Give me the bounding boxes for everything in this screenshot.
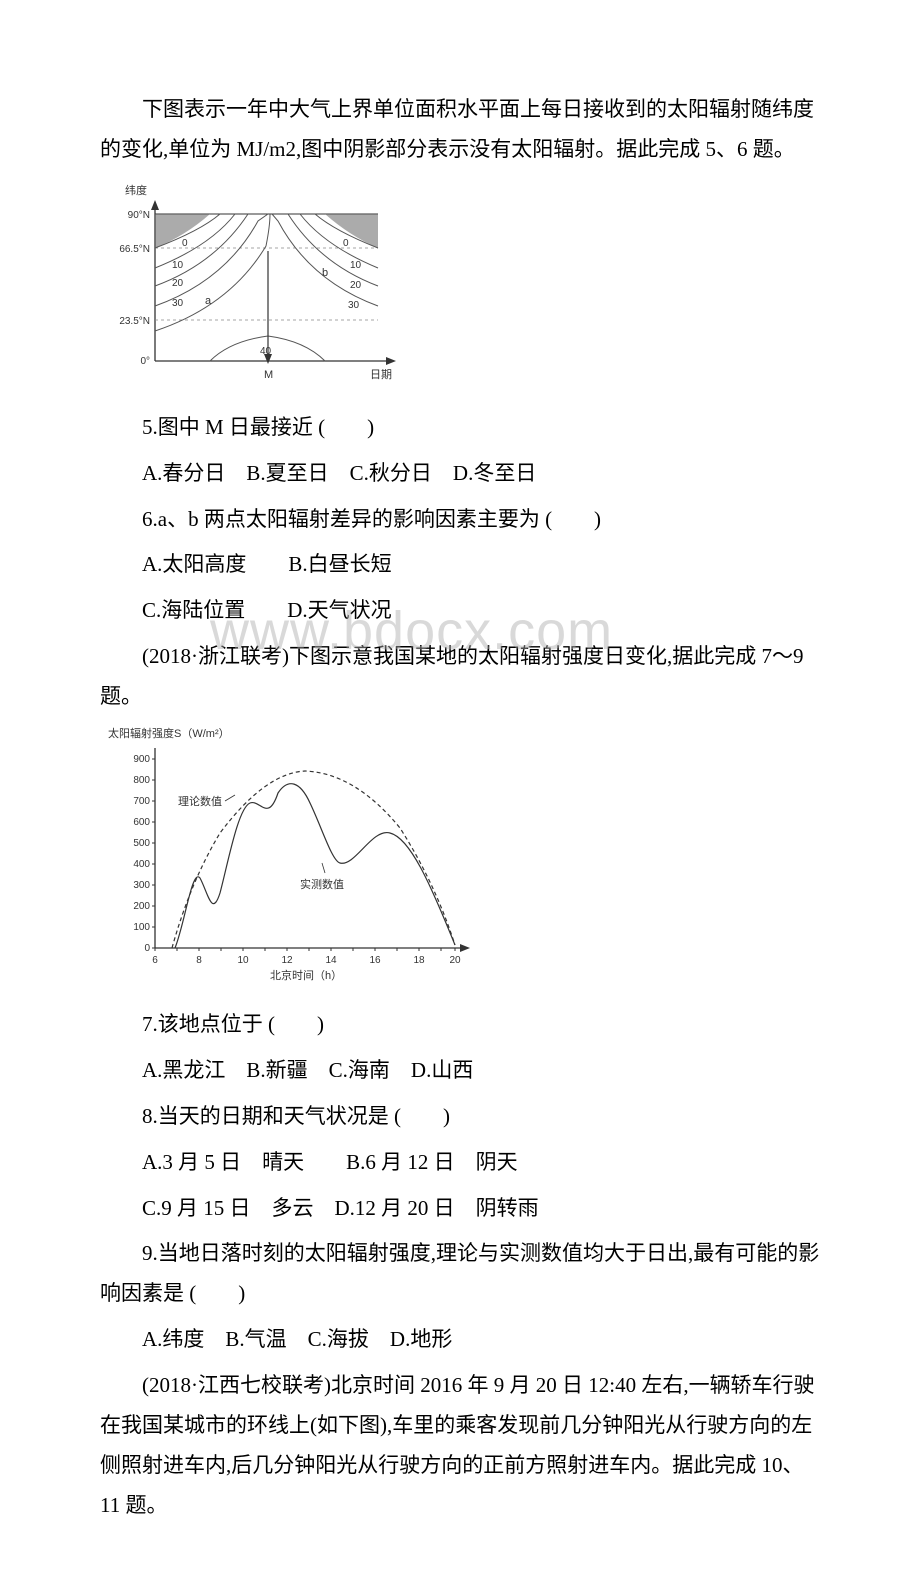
svg-text:200: 200 — [133, 901, 150, 912]
svg-text:66.5°N: 66.5°N — [119, 244, 150, 255]
intro-paragraph-3: (2018·江西七校联考)北京时间 2016 年 9 月 20 日 12:40 … — [100, 1366, 820, 1526]
svg-text:18: 18 — [413, 955, 425, 966]
svg-text:100: 100 — [133, 922, 150, 933]
svg-text:10: 10 — [350, 260, 362, 271]
svg-text:600: 600 — [133, 817, 150, 828]
svg-text:0°: 0° — [140, 356, 150, 367]
q8-options-1: A.3 月 5 日 晴天 B.6 月 12 日 阴天 — [100, 1143, 820, 1183]
svg-text:20: 20 — [449, 955, 461, 966]
svg-text:日期: 日期 — [370, 368, 392, 381]
svg-text:800: 800 — [133, 775, 150, 786]
svg-text:10: 10 — [237, 955, 249, 966]
svg-text:太阳辐射强度S（W/m²）: 太阳辐射强度S（W/m²） — [108, 726, 230, 740]
svg-text:20: 20 — [350, 280, 362, 291]
svg-text:700: 700 — [133, 796, 150, 807]
svg-text:10: 10 — [172, 260, 184, 271]
svg-text:30: 30 — [172, 298, 184, 309]
intro-paragraph-1: 下图表示一年中大气上界单位面积水平面上每日接收到的太阳辐射随纬度的变化,单位为 … — [100, 90, 820, 170]
svg-text:实测数值: 实测数值 — [300, 877, 344, 891]
svg-text:0: 0 — [182, 238, 188, 249]
svg-text:北京时间（h）: 北京时间（h） — [270, 968, 342, 982]
svg-text:12: 12 — [281, 955, 293, 966]
svg-text:a: a — [205, 295, 212, 307]
svg-text:14: 14 — [325, 955, 337, 966]
svg-text:8: 8 — [196, 955, 202, 966]
svg-text:500: 500 — [133, 838, 150, 849]
svg-text:400: 400 — [133, 859, 150, 870]
svg-text:30: 30 — [348, 300, 360, 311]
q5-stem: 5.图中 M 日最接近 ( ) — [100, 408, 820, 448]
svg-text:23.5°N: 23.5°N — [119, 316, 150, 327]
q9-options: A.纬度 B.气温 C.海拔 D.地形 — [100, 1320, 820, 1360]
q6-options-2: C.海陆位置 D.天气状况 — [100, 591, 820, 631]
svg-text:M: M — [264, 369, 273, 381]
q7-stem: 7.该地点位于 ( ) — [100, 1005, 820, 1045]
q5-options: A.春分日 B.夏至日 C.秋分日 D.冬至日 — [100, 454, 820, 494]
latitude-radiation-chart: 纬度 90°N 66.5°N 23.5°N 0° 0 10 20 30 40 0… — [100, 176, 430, 396]
svg-text:300: 300 — [133, 880, 150, 891]
svg-text:纬度: 纬度 — [125, 183, 147, 197]
svg-text:90°N: 90°N — [128, 210, 150, 221]
solar-intensity-chart: 太阳辐射强度S（W/m²） 0 100 200 300 400 500 600 … — [100, 723, 490, 993]
q7-options: A.黑龙江 B.新疆 C.海南 D.山西 — [100, 1051, 820, 1091]
intro-paragraph-2: (2018·浙江联考)下图示意我国某地的太阳辐射强度日变化,据此完成 7～9 题… — [100, 637, 820, 717]
svg-text:20: 20 — [172, 278, 184, 289]
q6-stem: 6.a、b 两点太阳辐射差异的影响因素主要为 ( ) — [100, 500, 820, 540]
svg-text:理论数值: 理论数值 — [178, 794, 222, 808]
q6-options-1: A.太阳高度 B.白昼长短 — [100, 545, 820, 585]
q9-stem: 9.当地日落时刻的太阳辐射强度,理论与实测数值均大于日出,最有可能的影响因素是 … — [100, 1234, 820, 1314]
q8-options-2: C.9 月 15 日 多云 D.12 月 20 日 阴转雨 — [100, 1189, 820, 1229]
svg-text:6: 6 — [152, 955, 158, 966]
q8-stem: 8.当天的日期和天气状况是 ( ) — [100, 1097, 820, 1137]
svg-text:b: b — [322, 267, 328, 279]
svg-text:16: 16 — [369, 955, 381, 966]
svg-text:900: 900 — [133, 754, 150, 765]
svg-text:0: 0 — [144, 943, 150, 954]
svg-text:0: 0 — [343, 238, 349, 249]
